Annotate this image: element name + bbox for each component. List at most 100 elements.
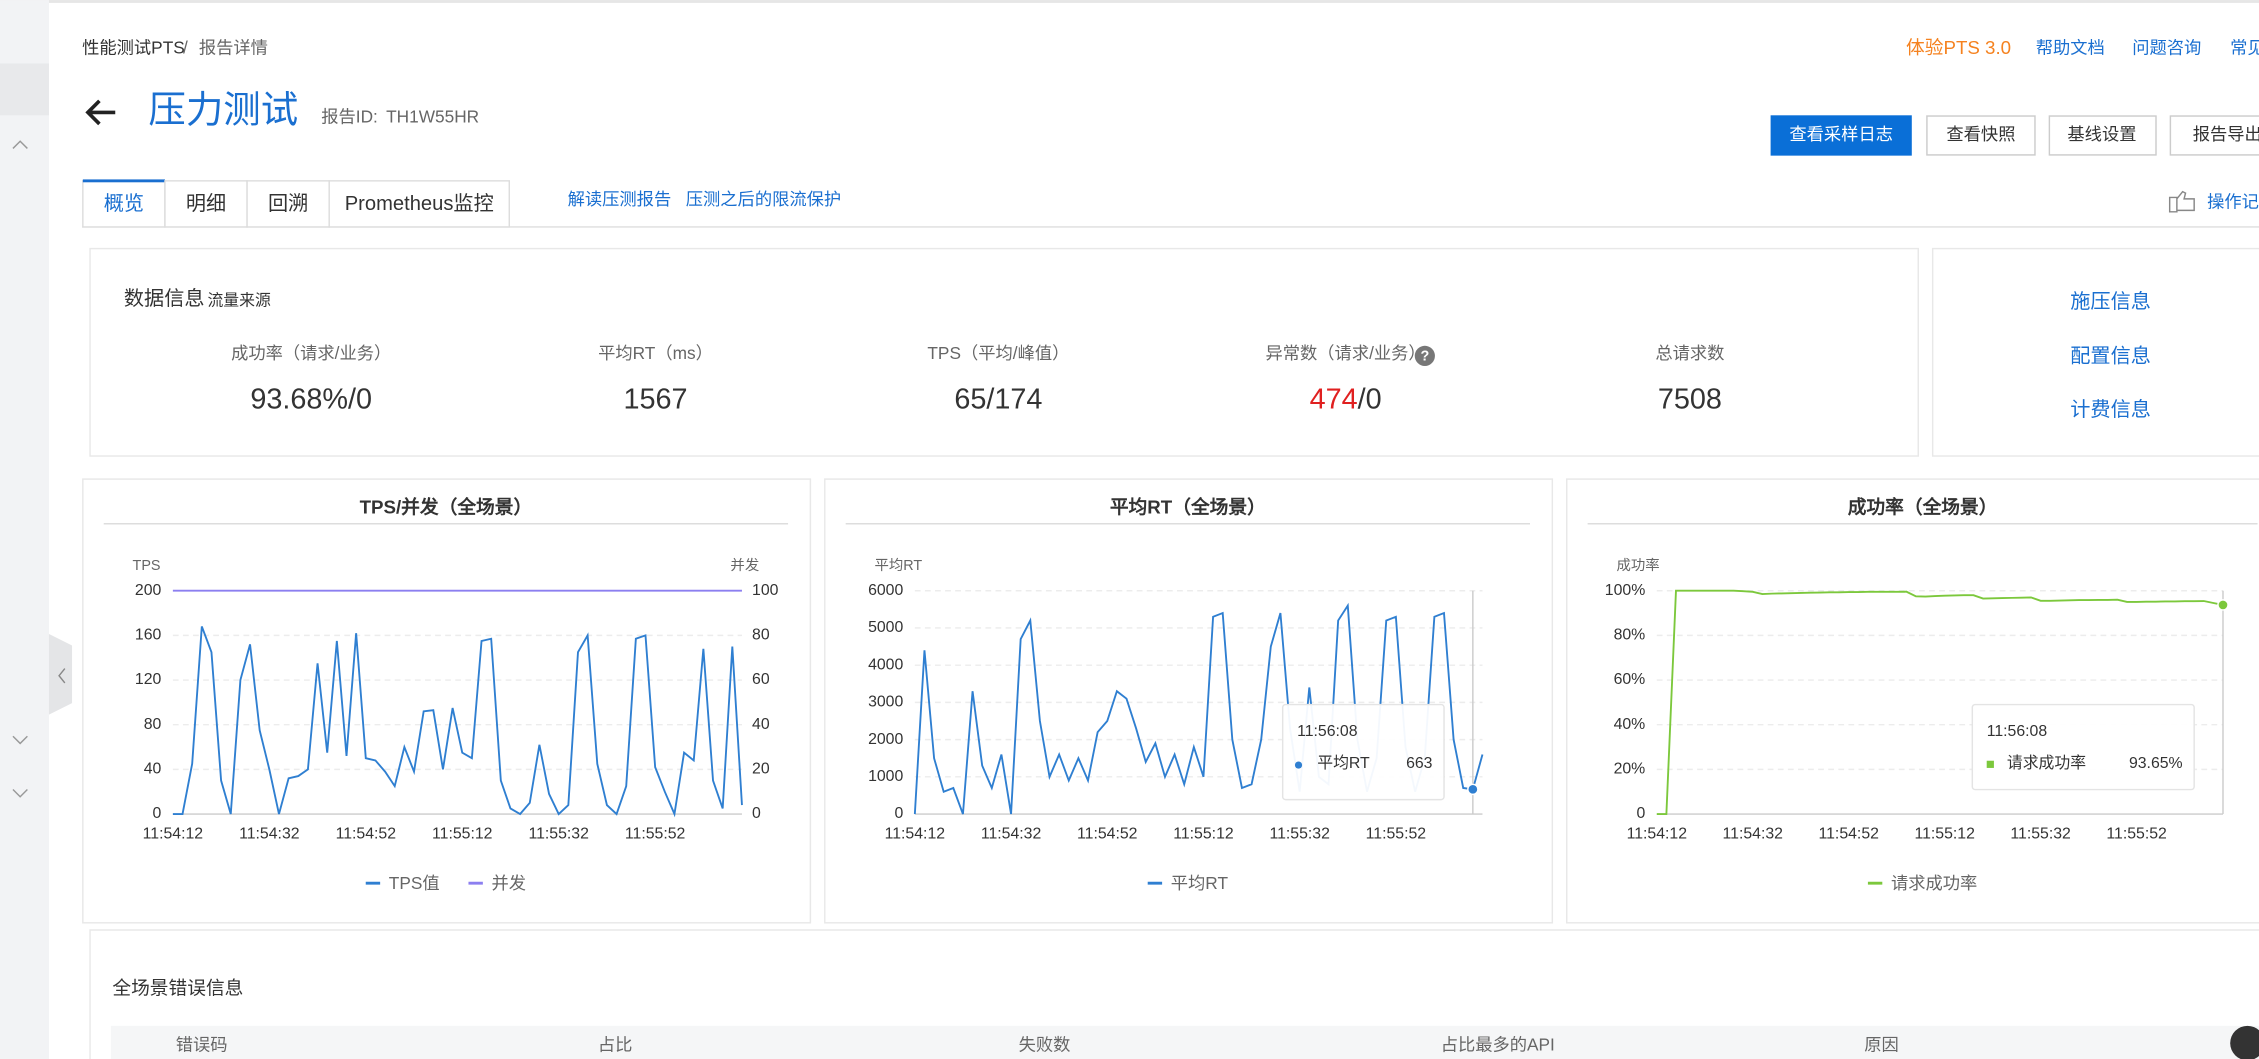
legend-label: 平均RT bbox=[1171, 873, 1229, 893]
charts: TPS/并发（全场景）TPS 并发040801201602000204060801… bbox=[82, 478, 2259, 924]
tooltip-point bbox=[2217, 599, 2229, 611]
y-tick-label: 4000 bbox=[868, 656, 903, 673]
tooltip-name: 请求成功率 bbox=[2007, 754, 2086, 772]
tab-link[interactable]: 压测之后的限流保护 bbox=[686, 189, 841, 209]
y-tick-label: 80 bbox=[144, 716, 162, 733]
x-tick-label: 11:55:12 bbox=[1914, 825, 1974, 842]
x-tick-label: 11:55:32 bbox=[528, 825, 588, 842]
hand-icon bbox=[2168, 190, 2195, 213]
metric-value-main: 474 bbox=[1310, 383, 1358, 415]
top-link[interactable]: 问题咨询 bbox=[2132, 38, 2201, 58]
x-tick-label: 11:55:52 bbox=[2106, 825, 2166, 842]
y-tick-label: 20% bbox=[1614, 761, 1646, 778]
y-axis-label: 平均RT bbox=[874, 557, 922, 574]
tooltip-box bbox=[1281, 703, 1445, 801]
chart-panel bbox=[82, 478, 812, 924]
metric-value-main: 1567 bbox=[623, 383, 687, 415]
table-header bbox=[110, 1025, 2259, 1059]
y2-tick-label: 60 bbox=[752, 671, 770, 688]
chart-title: 平均RT（全场景） bbox=[1110, 497, 1266, 518]
y2-tick-label: 40 bbox=[752, 716, 770, 733]
tooltip-time: 11:56:08 bbox=[1297, 723, 1358, 740]
tab-indicator bbox=[82, 179, 165, 183]
tab-label: 回溯 bbox=[268, 192, 308, 215]
metric-label: 平均RT（ms） bbox=[598, 343, 713, 363]
report-id: TH1W55HR bbox=[386, 107, 479, 127]
tooltip-box bbox=[1971, 703, 2195, 791]
button[interactable] bbox=[1926, 115, 2036, 156]
tab-active[interactable] bbox=[82, 180, 166, 228]
y-tick-label: 6000 bbox=[868, 582, 903, 599]
top-border bbox=[0, 0, 2259, 3]
metric-label: 异常数（请求/业务） bbox=[1266, 343, 1426, 363]
y-tick-label: 2000 bbox=[868, 731, 903, 748]
panel-title: 数据信息 bbox=[124, 287, 205, 310]
legend-label: TPS值 bbox=[389, 873, 440, 893]
top-link[interactable]: 体验PTS 3.0 bbox=[1906, 37, 2011, 58]
chart-title: 成功率（全场景） bbox=[1848, 497, 1998, 518]
tooltip-point bbox=[1467, 783, 1479, 796]
error-title: 全场景错误信息 bbox=[112, 978, 243, 999]
side-link[interactable]: 计费信息 bbox=[2070, 398, 2151, 421]
metric-value-main: 65/174 bbox=[954, 383, 1042, 415]
tooltip-value: 663 bbox=[1406, 755, 1433, 772]
y-tick-label: 40% bbox=[1614, 716, 1646, 733]
column-header: 占比 bbox=[598, 1035, 633, 1055]
x-tick-label: 11:54:32 bbox=[239, 825, 299, 842]
tab-link[interactable]: 解读压测报告 bbox=[568, 189, 672, 209]
column-header: 失败数 bbox=[1019, 1035, 1071, 1055]
x-tick-label: 11:54:32 bbox=[1723, 825, 1783, 842]
y-tick-label: 0 bbox=[1636, 805, 1645, 822]
top-link[interactable]: 常见 bbox=[2230, 38, 2259, 58]
tab[interactable] bbox=[164, 180, 248, 228]
tab-label: 概览 bbox=[104, 192, 144, 215]
series-line bbox=[913, 602, 1484, 815]
chevron-down[interactable] bbox=[12, 735, 28, 745]
back-arrow[interactable] bbox=[85, 99, 116, 126]
help-icon[interactable] bbox=[1414, 345, 1435, 366]
avatar[interactable] bbox=[2230, 1025, 2259, 1059]
breadcrumb: 报告详情 bbox=[199, 38, 268, 58]
tab[interactable] bbox=[328, 180, 511, 228]
y-tick-label: 120 bbox=[135, 671, 162, 688]
chevron-down[interactable] bbox=[12, 789, 28, 798]
button-primary[interactable] bbox=[1770, 115, 1912, 156]
sidebar-item[interactable] bbox=[0, 63, 49, 116]
breadcrumb[interactable]: 性能测试PTS bbox=[82, 38, 185, 58]
metric-value-suffix: /0 bbox=[1358, 383, 1382, 415]
side-link[interactable]: 配置信息 bbox=[2070, 345, 2151, 368]
button[interactable] bbox=[2048, 115, 2157, 156]
side-link[interactable]: 施压信息 bbox=[2070, 290, 2151, 313]
help-glyph: ? bbox=[1420, 348, 1429, 364]
y-tick-label: 0 bbox=[153, 805, 162, 822]
tab-label: Prometheus监控 bbox=[345, 192, 494, 215]
button-label: 基线设置 bbox=[2067, 124, 2136, 144]
metric-value: 65/174 bbox=[954, 383, 1042, 415]
data-panel bbox=[89, 247, 1919, 457]
tooltip-name: 平均RT bbox=[1317, 754, 1370, 772]
y2-axis-label: 并发 bbox=[730, 557, 759, 574]
y-axis-label: TPS bbox=[133, 558, 161, 574]
legend: 请求成功率 bbox=[1867, 873, 1977, 893]
chart-panel bbox=[1566, 478, 2259, 924]
chevron-up[interactable] bbox=[12, 140, 28, 149]
y-tick-label: 100% bbox=[1605, 582, 1645, 599]
metric-value: 1567 bbox=[623, 383, 687, 415]
button[interactable] bbox=[2169, 115, 2259, 156]
operation-link[interactable]: 操作记 bbox=[2207, 192, 2259, 212]
top-link[interactable]: 帮助文档 bbox=[2036, 38, 2105, 58]
series-line bbox=[172, 626, 743, 818]
y-tick-label: 5000 bbox=[868, 619, 903, 636]
y-tick-label: 0 bbox=[894, 805, 903, 822]
column-header: 占比最多的API bbox=[1441, 1035, 1555, 1055]
x-tick-label: 11:55:52 bbox=[1366, 825, 1426, 842]
metric-label: 成功率（请求/业务） bbox=[231, 343, 391, 363]
metric-value-main: 93.68%/0 bbox=[250, 383, 372, 415]
y-tick-label: 60% bbox=[1614, 671, 1646, 688]
x-tick-label: 11:54:12 bbox=[1627, 825, 1687, 842]
y-tick-label: 1000 bbox=[868, 768, 903, 785]
metric-label: 总请求数 bbox=[1655, 343, 1724, 363]
chart-title: TPS/并发（全场景） bbox=[360, 497, 533, 518]
tab[interactable] bbox=[246, 180, 330, 228]
